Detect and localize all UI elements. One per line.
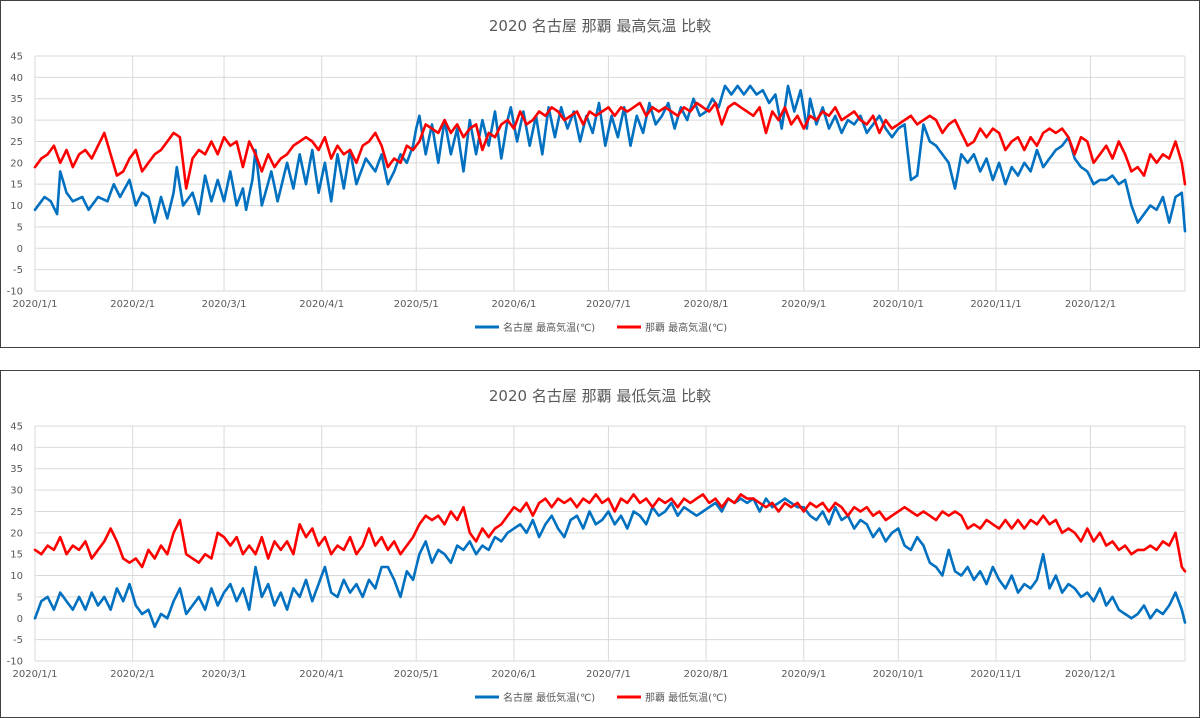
- x-tick-label: 2020/11/1: [970, 299, 1021, 310]
- chart-title: 2020 名古屋 那覇 最高気温 比較: [489, 17, 711, 35]
- y-tick-label: 30: [10, 486, 23, 497]
- y-tick-label: 25: [10, 507, 23, 518]
- y-tick-label: -10: [7, 287, 23, 298]
- series-line-nagoya: [33, 84, 1187, 233]
- max-temp-chart: 2020 名古屋 那覇 最高気温 比較 45 40 35 30 25 20 15 10 5 0 -5 -…: [0, 0, 1200, 348]
- x-tick-label: 2020/1/1: [13, 669, 58, 680]
- x-tick-label: 2020/4/1: [299, 669, 344, 680]
- y-tick-label: 20: [10, 158, 23, 169]
- y-tick-label: 5: [17, 222, 23, 233]
- y-tick-label: 0: [17, 614, 23, 625]
- x-tick-label: 2020/8/1: [684, 299, 729, 310]
- y-tick-label: -10: [7, 657, 23, 668]
- x-tick-label: 2020/11/1: [970, 669, 1021, 680]
- y-tick-label: 25: [10, 137, 23, 148]
- y-tick-label: 40: [10, 73, 23, 84]
- x-tick-label: 2020/3/1: [202, 299, 247, 310]
- x-tick-label: 2020/6/1: [491, 669, 536, 680]
- min-temp-chart: 2020 名古屋 那覇 最低気温 比較 45 40 35 30 25 20 15 10 5 0 -5 -…: [0, 370, 1200, 718]
- x-tick-label: 2020/12/1: [1065, 299, 1116, 310]
- x-tick-label: 2020/1/1: [13, 299, 58, 310]
- y-tick-label: 30: [10, 116, 23, 127]
- series-line-naha: [33, 101, 1187, 190]
- y-tick-label: 5: [17, 592, 23, 603]
- y-tick-label: 35: [10, 464, 23, 475]
- x-tick-label: 2020/5/1: [394, 669, 439, 680]
- y-tick-label: 35: [10, 94, 23, 105]
- x-tick-label: 2020/10/1: [873, 669, 924, 680]
- x-tick-label: 2020/2/1: [110, 669, 155, 680]
- x-tick-label: 2020/4/1: [299, 299, 344, 310]
- y-tick-label: 10: [10, 571, 23, 582]
- x-tick-label: 2020/3/1: [202, 669, 247, 680]
- x-tick-label: 2020/7/1: [586, 669, 631, 680]
- legend-label: 那覇 最低気温(℃): [645, 691, 727, 704]
- series-line-nagoya: [33, 497, 1187, 629]
- x-tick-label: 2020/9/1: [781, 669, 826, 680]
- y-tick-label: -5: [13, 635, 23, 646]
- y-tick-label: 0: [17, 244, 23, 255]
- x-tick-label: 2020/9/1: [781, 299, 826, 310]
- x-tick-label: 2020/6/1: [491, 299, 536, 310]
- x-tick-label: 2020/10/1: [873, 299, 924, 310]
- series-line-naha: [33, 493, 1187, 573]
- y-tick-label: 10: [10, 201, 23, 212]
- chart-title: 2020 名古屋 那覇 最低気温 比較: [489, 387, 711, 405]
- y-tick-label: 15: [10, 180, 23, 191]
- x-tick-label: 2020/7/1: [586, 299, 631, 310]
- y-tick-label: -5: [13, 265, 23, 276]
- legend-label: 名古屋 最低気温(℃): [503, 691, 595, 704]
- y-tick-label: 20: [10, 528, 23, 539]
- legend-label: 名古屋 最高気温(℃): [503, 321, 595, 334]
- x-tick-label: 2020/12/1: [1065, 669, 1116, 680]
- y-tick-label: 15: [10, 550, 23, 561]
- x-tick-label: 2020/8/1: [684, 669, 729, 680]
- y-tick-label: 45: [10, 52, 23, 63]
- min-temp-chart-svg: 2020 名古屋 那覇 最低気温 比較 45 40 35 30 25 20 15 10 5 0 -5 -…: [7, 387, 1187, 704]
- y-tick-label: 40: [10, 443, 23, 454]
- y-tick-label: 45: [10, 422, 23, 433]
- x-tick-label: 2020/5/1: [394, 299, 439, 310]
- legend-label: 那覇 最高気温(℃): [645, 321, 727, 334]
- x-tick-label: 2020/2/1: [110, 299, 155, 310]
- max-temp-chart-svg: 2020 名古屋 那覇 最高気温 比較 45 40 35 30 25 20 15 10 5 0 -5 -…: [7, 17, 1187, 334]
